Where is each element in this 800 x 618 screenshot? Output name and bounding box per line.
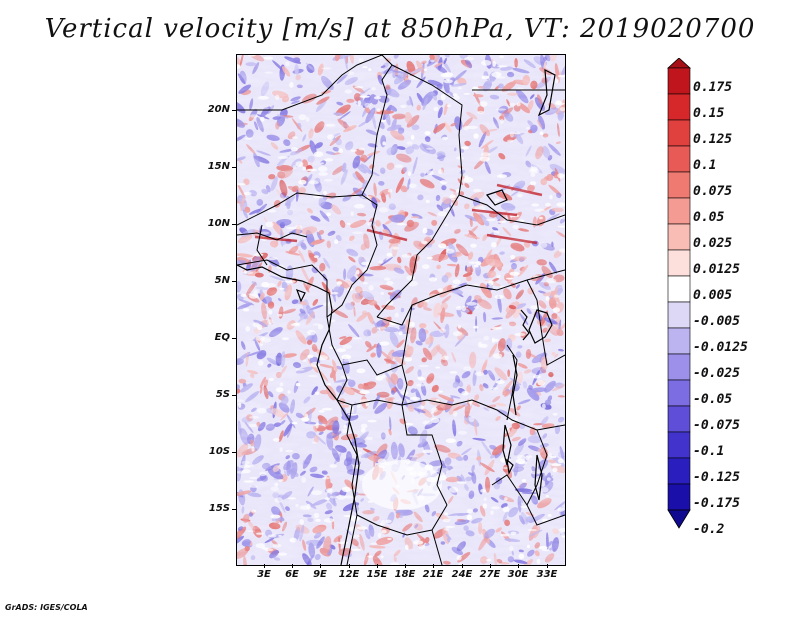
colorbar-label: 0.075 [693,184,733,199]
colorbar-label: -0.125 [693,470,740,485]
colorbar-label: -0.05 [693,392,733,407]
colorbar-segment [667,405,691,433]
map-title: Vertical velocity [m/s] at 850hPa, VT: 2… [44,14,756,44]
coastline-and-lakes [237,68,556,565]
lon-label-12e: 12E [338,569,360,580]
map-canvas [237,55,565,565]
colorbar-segment [667,223,691,251]
lat-label-15s: 15S [208,503,230,514]
lon-tick [433,564,434,568]
lon-label-18e: 18E [394,569,416,580]
lon-tick [264,564,265,568]
colorbar-label: -0.005 [693,314,740,329]
colorbar-max-arrow [666,58,692,69]
country-borders [237,55,565,565]
colorbar-segment [667,327,691,355]
lat-tick [232,167,237,168]
colorbar-segment [667,431,691,459]
colorbar-min-arrow [667,509,691,529]
colorbar-segment [667,171,691,199]
lon-label-9e: 9E [313,569,327,580]
lat-label-5s: 5S [215,389,230,400]
lat-label-20n: 20N [207,104,230,115]
lat-tick [232,509,237,510]
lon-tick [405,564,406,568]
colorbar-label: 0.05 [693,210,725,225]
colorbar [666,58,692,529]
colorbar-label: 0.125 [693,132,733,147]
colorbar-segment [667,93,691,121]
colorbar-segment [667,119,691,147]
colorbar-label: 0.005 [693,288,733,303]
colorbar-segment [667,275,691,303]
map-panel [236,54,566,566]
lat-tick [232,395,237,396]
lat-tick [232,110,237,111]
colorbar-label: 0.025 [693,236,733,251]
grads-credit: GrADS: IGES/COLA [5,603,88,612]
colorbar-segment [667,67,691,95]
lat-label-10s: 10S [208,446,230,457]
colorbar-segment [667,145,691,173]
colorbar-label: 0.175 [693,80,733,95]
colorbar-segment [667,301,691,329]
lat-label-5n: 5N [214,275,230,286]
lon-label-3e: 3E [257,569,271,580]
lon-label-27e: 27E [479,569,501,580]
colorbar-label: -0.2 [693,522,725,537]
colorbar-segment [667,457,691,485]
lat-label-15n: 15N [207,161,230,172]
lat-tick [232,281,237,282]
colorbar-label: 0.0125 [693,262,740,277]
lon-tick [292,564,293,568]
lat-tick [232,452,237,453]
colorbar-segment [667,483,691,511]
lon-label-24e: 24E [451,569,473,580]
lon-tick [349,564,350,568]
colorbar-label: -0.1 [693,444,725,459]
colorbar-label: -0.0125 [693,340,748,355]
lon-label-30e: 30E [507,569,529,580]
colorbar-label: 0.15 [693,106,725,121]
lon-label-33e: 33E [536,569,558,580]
lon-label-21e: 21E [422,569,444,580]
lon-tick [377,564,378,568]
lat-label-10n: 10N [207,218,230,229]
colorbar-label: -0.075 [693,418,740,433]
colorbar-label: 0.1 [693,158,717,173]
lon-tick [320,564,321,568]
lon-label-6e: 6E [285,569,299,580]
lat-tick [232,224,237,225]
colorbar-segment [667,249,691,277]
lon-tick [462,564,463,568]
lon-tick [547,564,548,568]
lon-tick [518,564,519,568]
colorbar-segment [667,197,691,225]
lat-label-eq: EQ [214,332,230,343]
lon-tick [490,564,491,568]
lon-label-15e: 15E [366,569,388,580]
colorbar-label: -0.025 [693,366,740,381]
colorbar-label: -0.175 [693,496,740,511]
colorbar-segment [667,353,691,381]
colorbar-segment [667,379,691,407]
lat-tick [232,338,237,339]
